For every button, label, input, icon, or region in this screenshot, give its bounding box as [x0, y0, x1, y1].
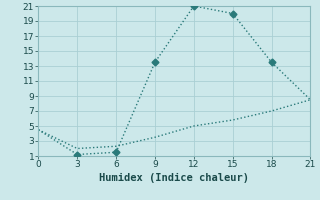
X-axis label: Humidex (Indice chaleur): Humidex (Indice chaleur) — [100, 173, 249, 183]
